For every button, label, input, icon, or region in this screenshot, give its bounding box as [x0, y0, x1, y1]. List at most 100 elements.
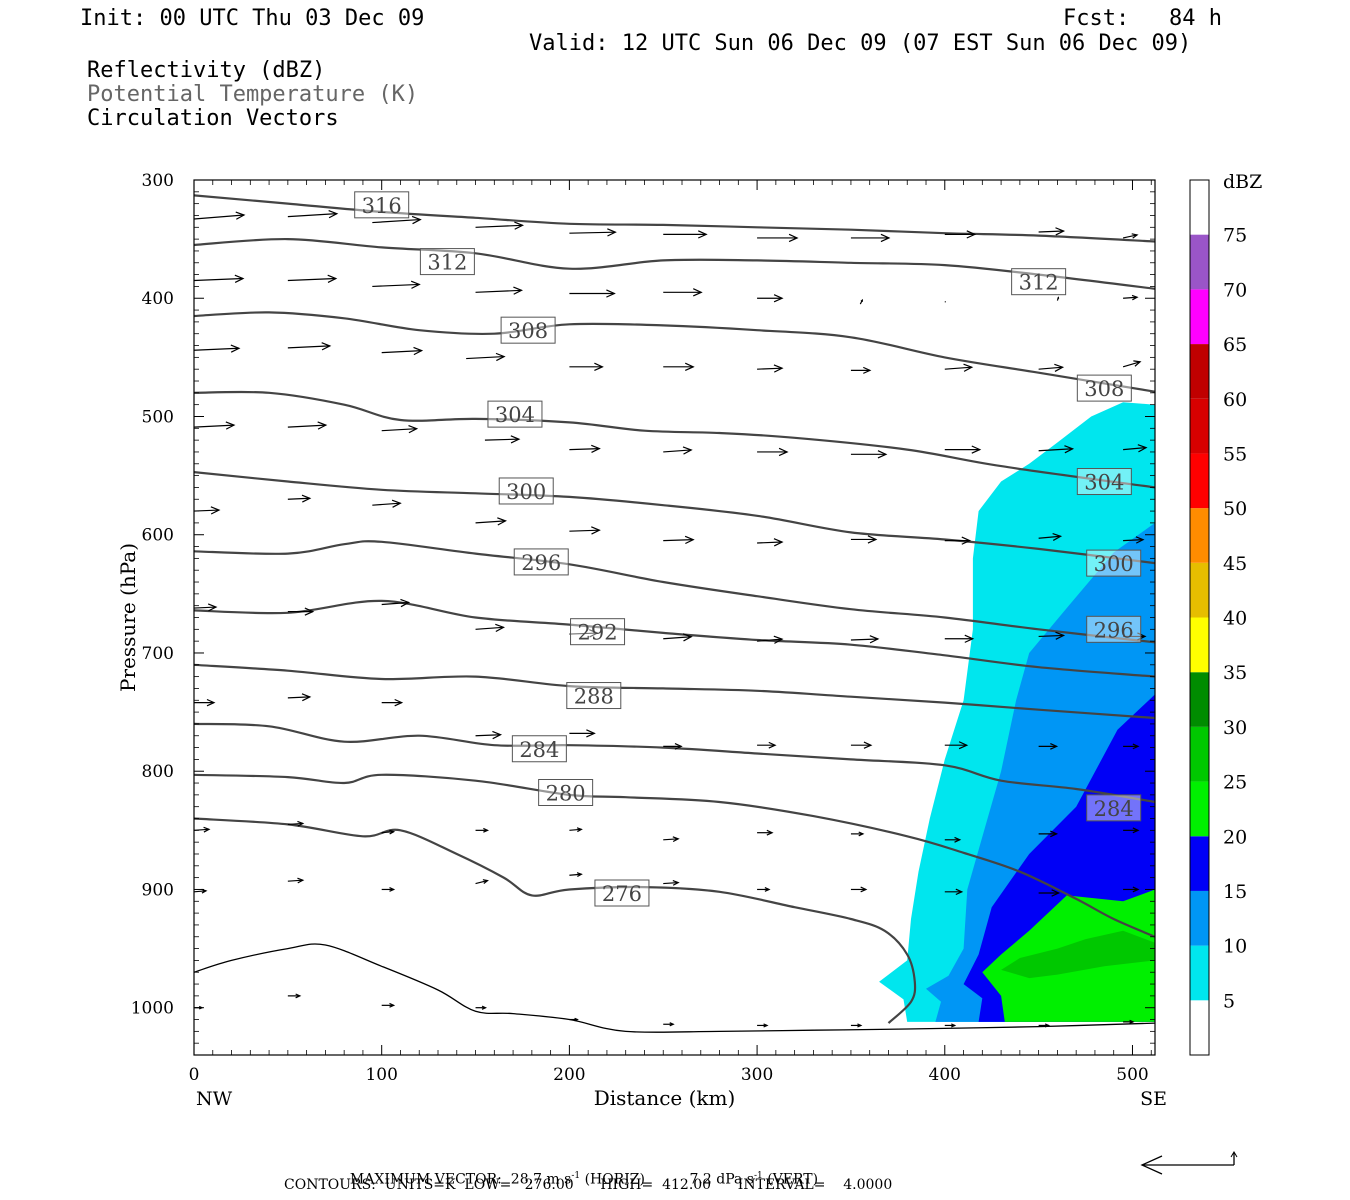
circulation-vector	[757, 887, 771, 892]
colorbar-swatch	[1190, 289, 1209, 345]
circulation-vector	[287, 693, 312, 702]
vector-shaft	[287, 497, 310, 500]
circulation-vector	[944, 836, 962, 843]
vector-shaft	[194, 277, 244, 282]
colorbar-swatch	[1190, 508, 1209, 563]
x-tick-label: 0	[189, 1065, 200, 1085]
vector-shaft	[372, 502, 401, 506]
axes-layer: 300 400 500 600 700 800 900 1000 0 100 200 300 400 50…	[116, 171, 1167, 1110]
vector-head	[389, 887, 396, 892]
vector-shaft	[287, 696, 310, 699]
colorbar-label: 45	[1223, 553, 1247, 575]
contour-label: 308	[1076, 374, 1132, 402]
vector-shaft	[1123, 446, 1147, 451]
circulation-vector	[944, 888, 964, 896]
colorbar-label: 10	[1223, 936, 1247, 958]
y-tick-label: 400	[142, 289, 174, 309]
contour-label-box	[538, 779, 594, 806]
circulation-vector	[287, 342, 332, 351]
vector-head	[684, 535, 695, 545]
vector-head	[860, 298, 863, 302]
vector-head	[869, 635, 880, 644]
contour-label-text: 312	[427, 251, 467, 275]
circulation-vector	[850, 450, 888, 459]
vector-head	[391, 499, 402, 508]
max-vector-horiz-tag: (HORIZ)	[584, 1171, 645, 1188]
vector-shaft	[287, 213, 337, 218]
circulation-vector	[475, 623, 506, 633]
max-vector-vert-tag: (VERT)	[767, 1171, 819, 1188]
contour-label: 284	[1086, 794, 1142, 822]
contour-label-box	[1011, 268, 1067, 296]
vector-head	[778, 447, 789, 457]
vector-head	[863, 741, 873, 749]
vector-head	[1129, 1019, 1135, 1025]
vector-head	[321, 342, 332, 351]
circulation-vector	[757, 635, 784, 644]
vector-shaft	[569, 231, 616, 234]
vector-shaft	[663, 881, 679, 885]
circulation-vector	[663, 446, 693, 455]
vector-head	[1132, 886, 1140, 893]
contour-label-box	[1086, 615, 1142, 643]
contour-label: 312	[419, 248, 475, 276]
x-end-label-right: SE	[1140, 1088, 1167, 1110]
vector-shaft	[663, 449, 692, 453]
contour-label-text: 308	[1084, 377, 1124, 401]
circulation-vector	[1123, 294, 1139, 301]
x-tick-label: 300	[741, 1065, 773, 1085]
vector-head	[867, 535, 878, 544]
circulation-vector	[850, 635, 880, 644]
max-vector-label: MAXIMUM VECTOR:	[349, 1171, 502, 1188]
vector-head	[963, 363, 974, 372]
circulation-vector	[944, 634, 975, 643]
surface-line	[194, 943, 1155, 1033]
circulation-vector	[663, 633, 693, 642]
colorbar-label: 25	[1223, 772, 1247, 794]
colorbar-label: 50	[1223, 498, 1247, 520]
contour-label-text: 296	[521, 551, 561, 575]
y-axis-title: Pressure (hPa)	[116, 543, 140, 692]
vector-head	[1133, 360, 1142, 367]
vector-head	[697, 230, 708, 239]
circulation-vector	[287, 421, 328, 430]
vector-head	[1054, 363, 1065, 372]
contour-label-layer: 316 312 312 308 308 304 304 300 300 296 296 292 288 2…	[354, 191, 1142, 907]
contour-label-box	[1086, 549, 1142, 577]
circulation-vector	[287, 607, 315, 616]
vector-head	[589, 629, 599, 638]
contour-label-text: 296	[1094, 618, 1134, 642]
circulation-vector	[475, 730, 503, 740]
vector-head	[495, 623, 506, 633]
vector-head	[400, 598, 411, 608]
vector-shaft	[663, 838, 679, 841]
vector-head	[860, 886, 868, 893]
contours-info: CONTOURS: UNITS=K LOW= 276.00 HIGH= 412.…	[284, 1177, 893, 1193]
forecast-hour: Fcst: 84 h	[1063, 6, 1222, 31]
contour-label-text: 284	[519, 738, 559, 762]
contour-label-box	[498, 477, 554, 505]
colorbar-swatch	[1190, 234, 1209, 290]
vector-shaft	[381, 428, 417, 432]
vector-head	[225, 421, 236, 430]
vector-shaft	[663, 539, 694, 542]
circulation-vector	[850, 366, 872, 374]
vector-head	[1064, 445, 1075, 454]
circulation-vector	[944, 363, 974, 372]
contour-label-text: 312	[1019, 271, 1059, 295]
circulation-vector	[1123, 1019, 1135, 1025]
field-potential-temperature: Potential Temperature (K)	[87, 82, 419, 107]
theta-contour-288	[194, 663, 1155, 720]
circulation-vector	[757, 294, 784, 303]
vector-shaft	[475, 224, 523, 228]
vector-head	[674, 743, 683, 750]
circulation-vector	[757, 447, 789, 457]
circulation-vector	[381, 424, 419, 434]
vector-head	[235, 211, 246, 220]
vector-shaft	[569, 529, 600, 532]
circulation-vector	[1123, 743, 1140, 750]
circulation-vector	[569, 289, 616, 298]
colorbar-swatch	[1190, 562, 1209, 618]
circulation-vector	[287, 494, 312, 503]
vector-shaft	[475, 626, 504, 630]
